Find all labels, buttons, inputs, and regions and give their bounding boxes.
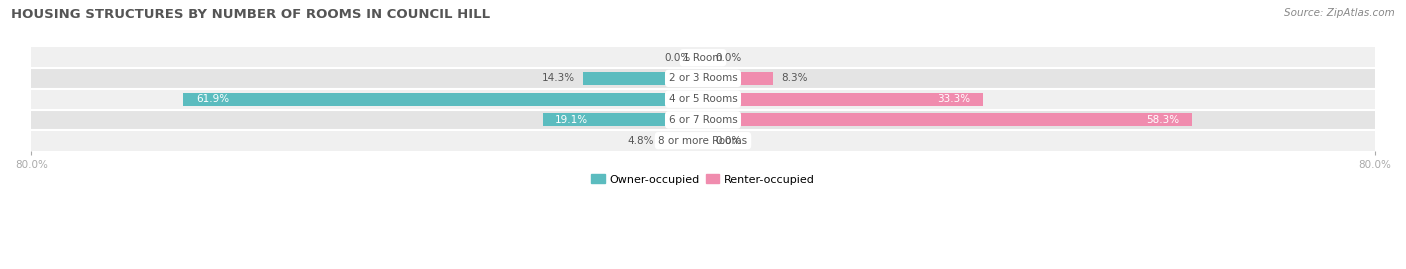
Text: 2 or 3 Rooms: 2 or 3 Rooms xyxy=(669,73,737,83)
Text: 0.0%: 0.0% xyxy=(716,53,742,63)
Bar xyxy=(31,89,1375,109)
Bar xyxy=(583,72,703,85)
Text: 58.3%: 58.3% xyxy=(1147,115,1180,125)
Text: 14.3%: 14.3% xyxy=(541,73,575,83)
Text: HOUSING STRUCTURES BY NUMBER OF ROOMS IN COUNCIL HILL: HOUSING STRUCTURES BY NUMBER OF ROOMS IN… xyxy=(11,8,491,21)
Text: 33.3%: 33.3% xyxy=(936,94,970,104)
Text: 1 Room: 1 Room xyxy=(683,53,723,63)
Bar xyxy=(31,68,1375,89)
Text: 8.3%: 8.3% xyxy=(782,73,807,83)
Bar xyxy=(703,93,983,106)
Bar xyxy=(31,109,1375,130)
Bar xyxy=(662,134,703,147)
Legend: Owner-occupied, Renter-occupied: Owner-occupied, Renter-occupied xyxy=(586,170,820,189)
Text: 19.1%: 19.1% xyxy=(555,115,588,125)
Text: 0.0%: 0.0% xyxy=(716,136,742,146)
Text: 6 or 7 Rooms: 6 or 7 Rooms xyxy=(669,115,737,125)
Text: 8 or more Rooms: 8 or more Rooms xyxy=(658,136,748,146)
Text: 61.9%: 61.9% xyxy=(195,94,229,104)
Text: Source: ZipAtlas.com: Source: ZipAtlas.com xyxy=(1284,8,1395,18)
Bar xyxy=(703,114,1192,126)
Bar xyxy=(543,114,703,126)
Text: 4.8%: 4.8% xyxy=(628,136,654,146)
Text: 4 or 5 Rooms: 4 or 5 Rooms xyxy=(669,94,737,104)
Text: 0.0%: 0.0% xyxy=(664,53,690,63)
Bar xyxy=(31,47,1375,68)
Bar xyxy=(183,93,703,106)
Bar xyxy=(703,72,773,85)
Bar xyxy=(31,130,1375,151)
